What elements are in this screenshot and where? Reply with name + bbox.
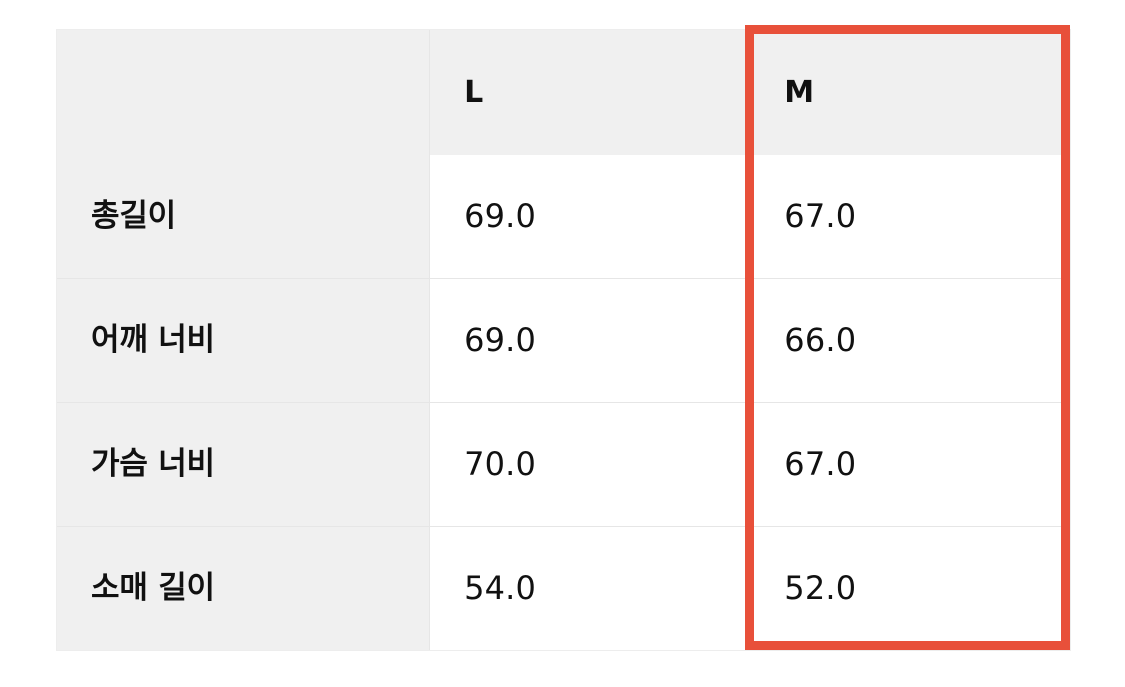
row-label-chest-width: 가슴 너비	[57, 402, 431, 527]
table-row: 소매 길이 54.0 52.0	[57, 526, 1070, 650]
column-header-m[interactable]: M	[749, 30, 1070, 155]
table-corner-cell	[57, 30, 431, 155]
size-measurement-table: L M 총길이 69.0 67.0 어깨 너비 69.0 66.0 가슴 너비 …	[57, 30, 1070, 650]
row-label-shoulder-width: 어깨 너비	[57, 278, 431, 403]
table-header: L M	[57, 30, 1070, 155]
cell-sleeve-length-m: 52.0	[749, 526, 1070, 650]
table-row: 어깨 너비 69.0 66.0	[57, 278, 1070, 403]
cell-sleeve-length-l: 54.0	[429, 526, 751, 650]
table-body: 총길이 69.0 67.0 어깨 너비 69.0 66.0 가슴 너비 70.0…	[57, 155, 1070, 650]
row-label-sleeve-length: 소매 길이	[57, 526, 431, 650]
table-row: 가슴 너비 70.0 67.0	[57, 402, 1070, 527]
row-label-total-length: 총길이	[57, 155, 431, 280]
table-header-row: L M	[57, 30, 1070, 155]
column-header-l[interactable]: L	[429, 30, 751, 155]
cell-chest-width-m: 67.0	[749, 402, 1070, 527]
cell-total-length-m: 67.0	[749, 155, 1070, 280]
cell-total-length-l: 69.0	[429, 155, 751, 280]
cell-shoulder-width-l: 69.0	[429, 278, 751, 403]
table-row: 총길이 69.0 67.0	[57, 155, 1070, 280]
cell-shoulder-width-m: 66.0	[749, 278, 1070, 403]
cell-chest-width-l: 70.0	[429, 402, 751, 527]
